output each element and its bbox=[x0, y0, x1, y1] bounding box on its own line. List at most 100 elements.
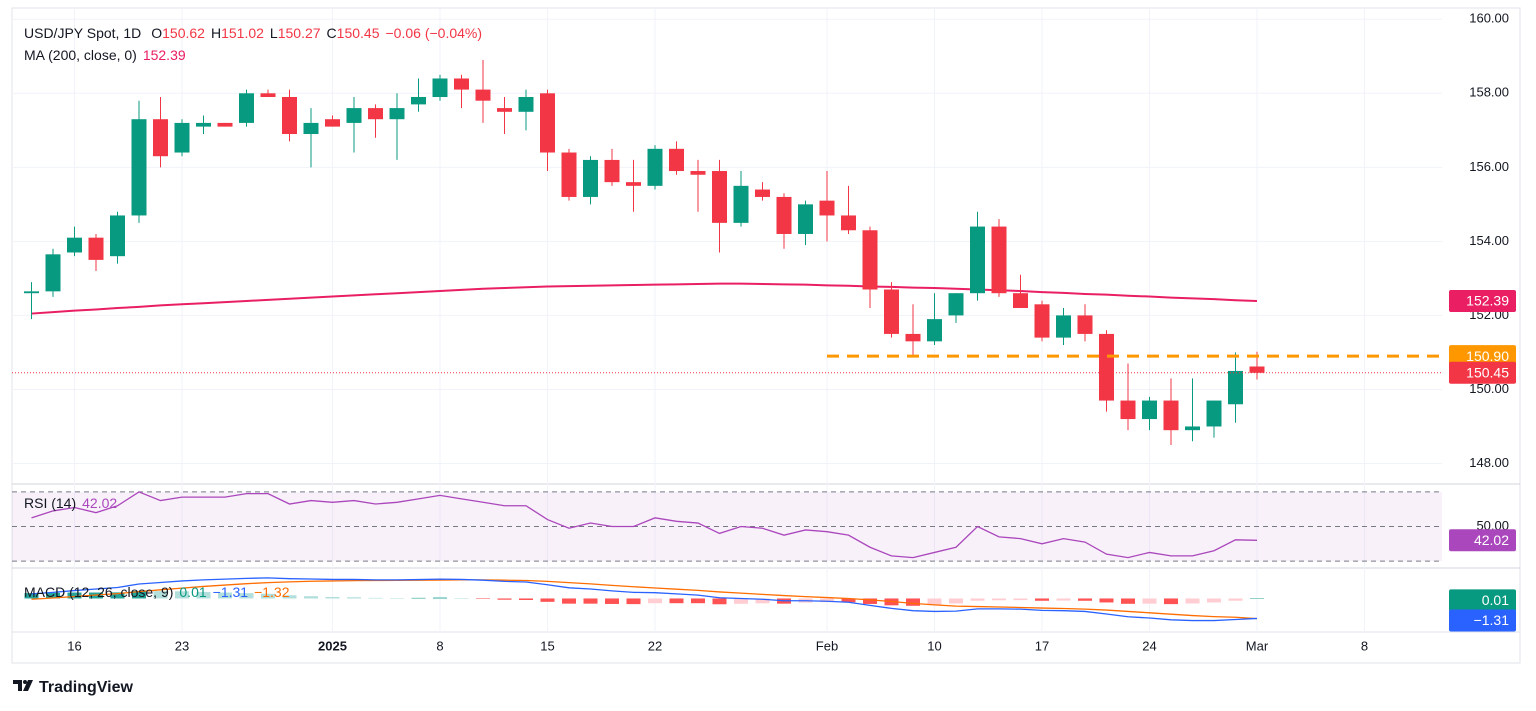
rsi-value: 42.02 bbox=[82, 495, 118, 511]
macd-histogram-bar bbox=[24, 593, 39, 599]
macd-histogram-bar bbox=[1078, 598, 1092, 601]
candle-body bbox=[604, 159, 620, 183]
level-badge-bg bbox=[1449, 345, 1516, 368]
x-tick-label: Mar bbox=[1246, 638, 1269, 653]
y-tick-label: 156.00 bbox=[1469, 159, 1509, 174]
price-legend: USD/JPY Spot, 1D O150.62 H151.02 L150.27 C15… bbox=[24, 25, 488, 41]
macd-histogram-bar bbox=[626, 598, 641, 605]
macd-histogram-bar bbox=[906, 598, 920, 606]
ohlc-value: 151.02 bbox=[221, 25, 264, 41]
candle-body bbox=[24, 291, 39, 294]
macd-histogram-bar bbox=[755, 598, 770, 604]
candle-body bbox=[970, 226, 985, 294]
x-tick-label: Feb bbox=[816, 638, 838, 653]
axes: 16 23 2025 8 15 22 Feb 10 17 24 Mar 8148.00150.0015… bbox=[67, 11, 1516, 653]
candle-body bbox=[174, 122, 190, 153]
signal-value: −1.32 bbox=[254, 584, 290, 600]
y-tick-label: 158.00 bbox=[1469, 85, 1509, 100]
candle-body bbox=[45, 254, 61, 292]
macd-histogram-bar bbox=[562, 598, 576, 604]
y-tick-label: 148.00 bbox=[1469, 455, 1509, 470]
x-tick-label: 10 bbox=[927, 638, 941, 653]
candle-body bbox=[991, 226, 1007, 294]
macd-histogram-bar bbox=[390, 598, 404, 599]
candle-body bbox=[454, 78, 469, 90]
ohlc-key: H bbox=[210, 25, 222, 41]
candle-body bbox=[239, 93, 254, 123]
frame bbox=[11, 7, 1521, 664]
macd-histogram-bar bbox=[304, 596, 318, 599]
ohlc-value: 150.45 bbox=[336, 25, 380, 41]
level-badge: 150.45 bbox=[1466, 364, 1509, 380]
macd-histogram-bar bbox=[1056, 598, 1071, 601]
macd-histogram-bar bbox=[1099, 598, 1114, 603]
rsi-tick-label: 50.00 bbox=[1476, 518, 1509, 533]
grid bbox=[12, 9, 1442, 632]
macd-histogram-bar bbox=[433, 597, 447, 599]
candle-body bbox=[1077, 315, 1093, 334]
candle-body bbox=[153, 119, 168, 157]
candle-body bbox=[626, 182, 641, 186]
change: −0.06 (−0.04%) bbox=[385, 25, 483, 41]
candle-body bbox=[798, 204, 813, 234]
candle-body bbox=[497, 108, 512, 112]
macd-histogram-bar bbox=[1121, 598, 1135, 604]
macd-histogram-bar bbox=[519, 598, 533, 600]
macd-histogram-bar bbox=[196, 591, 211, 599]
ma-value: 152.39 bbox=[142, 47, 186, 63]
macd-histogram-bar bbox=[1035, 598, 1049, 601]
macd-histogram-bar bbox=[605, 598, 619, 604]
macd-hist-badge: 0.01 bbox=[1482, 592, 1509, 608]
macd-histogram-bar bbox=[734, 598, 748, 604]
candle-body bbox=[368, 108, 383, 120]
x-tick-label: 15 bbox=[540, 638, 554, 653]
candle-body bbox=[110, 215, 125, 257]
macd-badge-bg bbox=[1449, 609, 1516, 632]
candle-body bbox=[1034, 304, 1050, 338]
candle-body bbox=[647, 148, 663, 186]
ohlc-key: C bbox=[326, 25, 337, 41]
candle-body bbox=[669, 148, 684, 172]
candle-body bbox=[389, 108, 405, 120]
candle-body bbox=[905, 333, 921, 342]
macd-histogram-bar bbox=[1207, 598, 1221, 603]
macd-histogram-bar bbox=[583, 598, 598, 604]
x-tick-label: 16 bbox=[67, 638, 81, 653]
macd-histogram-bar bbox=[970, 598, 985, 601]
x-tick-label: 23 bbox=[175, 638, 189, 653]
logo bbox=[13, 680, 33, 691]
macd-histogram-bar bbox=[454, 598, 469, 599]
candle-body bbox=[733, 185, 749, 223]
macd-value: −1.31 bbox=[212, 584, 249, 600]
candle-body bbox=[518, 96, 534, 112]
macd-legend: MACD (12, 26, close, 9) 0.01 −1.31 −1.32 bbox=[24, 584, 296, 600]
macd-histogram-bar bbox=[218, 592, 232, 599]
candle-body bbox=[841, 215, 856, 231]
symbol-title: USD/JPY Spot, 1D bbox=[24, 25, 142, 41]
brand: TradingView bbox=[39, 679, 134, 696]
macd-histogram-bar bbox=[863, 598, 877, 604]
macd-hist-value: 0.01 bbox=[179, 584, 207, 600]
macd-histogram-bar bbox=[1013, 598, 1028, 601]
macd-histogram-bar bbox=[282, 595, 297, 599]
x-tick-label: 22 bbox=[648, 638, 662, 653]
rsi-name: RSI (14) bbox=[24, 495, 77, 511]
candle-body bbox=[1206, 400, 1222, 427]
level-badge: 150.90 bbox=[1466, 348, 1509, 364]
macd-histogram-bar bbox=[261, 593, 275, 599]
macd-histogram-bar bbox=[239, 593, 254, 599]
plot-area bbox=[12, 59, 1442, 622]
candle-body bbox=[1249, 366, 1265, 373]
candle-body bbox=[131, 119, 147, 216]
candle-body bbox=[583, 159, 598, 197]
ohlc-value: 150.62 bbox=[162, 25, 205, 41]
rsi-badge-bg bbox=[1449, 529, 1516, 552]
macd-histogram-bar bbox=[347, 597, 361, 599]
candle-body bbox=[1099, 333, 1114, 401]
macd-histogram-bar bbox=[325, 596, 340, 599]
candle-body bbox=[1228, 370, 1243, 405]
candle-body bbox=[1185, 426, 1200, 431]
signal-line bbox=[31, 579, 1258, 620]
candle-body bbox=[884, 289, 899, 334]
candle-body bbox=[325, 119, 340, 127]
